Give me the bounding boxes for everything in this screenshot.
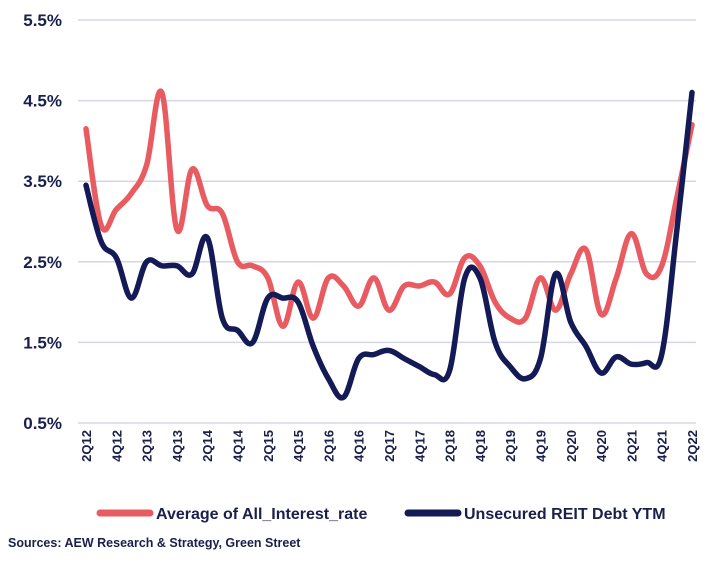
x-tick-label: 4Q13 xyxy=(170,430,185,462)
gridlines xyxy=(78,19,696,424)
y-axis-ticks: 5.5% 4.5% 3.5% 2.5% 1.5% 0.5% xyxy=(23,11,62,433)
x-tick-label: 2Q14 xyxy=(200,429,215,462)
y-tick-label: 4.5% xyxy=(23,92,62,111)
x-tick-label: 4Q21 xyxy=(655,430,670,462)
x-tick-label: 2Q15 xyxy=(261,430,276,462)
y-tick-label: 2.5% xyxy=(23,253,62,272)
y-tick-label: 1.5% xyxy=(23,333,62,352)
x-tick-label: 2Q21 xyxy=(624,430,639,462)
legend: Average of All_Interest_rate Unsecured R… xyxy=(96,506,666,523)
legend-label-interest-rate: Average of All_Interest_rate xyxy=(156,506,367,523)
series-lines xyxy=(83,88,695,401)
x-tick-label: 2Q19 xyxy=(503,430,518,462)
legend-label-reit-ytm: Unsecured REIT Debt YTM xyxy=(464,506,666,523)
x-tick-label: 2Q16 xyxy=(321,430,336,462)
x-tick-label: 2Q18 xyxy=(443,430,458,462)
x-tick-label: 4Q14 xyxy=(231,429,246,462)
x-tick-label: 2Q20 xyxy=(564,430,579,462)
x-tick-label: 4Q17 xyxy=(412,430,427,462)
y-tick-label: 5.5% xyxy=(23,11,62,30)
series-line-reit-ytm xyxy=(83,89,695,401)
x-tick-label: 4Q20 xyxy=(594,430,609,462)
series-line-interest-rate xyxy=(83,88,695,330)
x-tick-label: 2Q22 xyxy=(685,430,700,462)
x-tick-label: 4Q16 xyxy=(352,430,367,462)
x-tick-label: 4Q12 xyxy=(109,430,124,462)
x-tick-label: 4Q18 xyxy=(473,430,488,462)
x-tick-label: 2Q13 xyxy=(140,430,155,462)
x-axis-ticks: 2Q12 4Q12 2Q13 4Q13 2Q14 4Q14 2Q15 4Q15 2Q16 4Q16… xyxy=(79,429,700,462)
x-tick-label: 4Q15 xyxy=(291,430,306,462)
source-note: Sources: AEW Research & Strategy, Green … xyxy=(8,536,301,550)
x-tick-label: 2Q17 xyxy=(382,430,397,462)
y-tick-label: 0.5% xyxy=(23,414,62,433)
x-tick-label: 4Q19 xyxy=(534,430,549,462)
y-tick-label: 3.5% xyxy=(23,172,62,191)
x-tick-label: 2Q12 xyxy=(79,430,94,462)
